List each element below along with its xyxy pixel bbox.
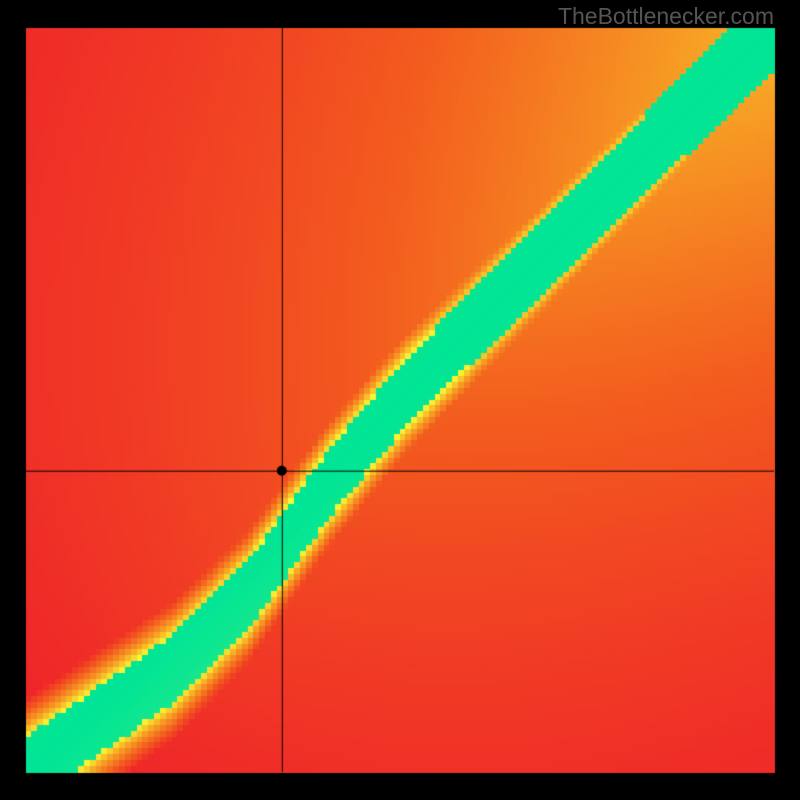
watermark-text: TheBottlenecker.com	[558, 3, 774, 30]
chart-container: TheBottlenecker.com	[0, 0, 800, 800]
heatmap-canvas	[0, 0, 800, 800]
